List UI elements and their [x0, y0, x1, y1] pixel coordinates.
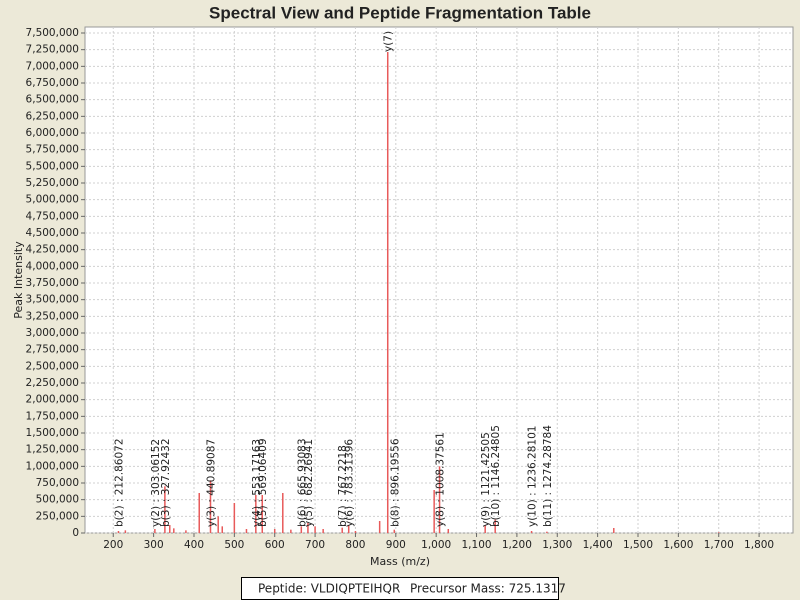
x-tick-label: 600: [265, 539, 285, 551]
x-tick-label: 1,000: [421, 539, 451, 551]
y-tick-label: 750,000: [36, 477, 79, 489]
axes: 0 250,000 500,000 750,000 1,000,000 1,250,000…: [26, 27, 775, 551]
x-tick-label: 1,300: [542, 539, 572, 551]
peak-annotation: b(6) : 665.93083: [296, 438, 308, 527]
precursor-label: Precursor Mass: 725.1317: [410, 582, 566, 596]
peak-annotation: b(3) : 327.92432: [160, 438, 172, 527]
y-tick-label: 1,250,000: [26, 444, 79, 456]
y-tick-label: 3,000,000: [26, 327, 79, 339]
peak-annotation: b(11) : 1274.28784: [542, 425, 554, 527]
y-tick-label: 4,500,000: [26, 227, 79, 239]
y-tick-label: 500,000: [36, 494, 79, 506]
y-tick-label: 4,250,000: [26, 244, 79, 256]
x-tick-label: 500: [224, 539, 244, 551]
peak-annotation: y(10) : 1236.28101: [527, 426, 539, 527]
y-tick-label: 2,000,000: [26, 394, 79, 406]
peaks: [117, 52, 720, 533]
x-tick-label: 1,600: [663, 539, 693, 551]
peak-annotation: b(8) : 896.19556: [389, 438, 401, 527]
y-tick-label: 3,500,000: [26, 294, 79, 306]
peak-annotation: y(8) : 1008.37561: [435, 432, 447, 527]
y-tick-label: 4,750,000: [26, 210, 79, 222]
y-tick-label: 7,500,000: [26, 27, 79, 39]
y-tick-label: 2,750,000: [26, 344, 79, 356]
y-tick-label: 6,000,000: [26, 127, 79, 139]
grid: [85, 27, 793, 534]
peak-annotation: y(2) : 303.06152: [150, 439, 162, 527]
y-tick-label: 250,000: [36, 510, 79, 522]
y-tick-label: 6,500,000: [26, 94, 79, 106]
x-tick-label: 300: [144, 539, 164, 551]
y-tick-label: 5,500,000: [26, 160, 79, 172]
y-tick-label: 1,500,000: [26, 427, 79, 439]
peak-annotation: b(7) : 767.2218: [337, 445, 349, 527]
x-tick-label: 1,200: [502, 539, 532, 551]
x-tick-label: 900: [386, 539, 406, 551]
y-tick-label: 7,250,000: [26, 44, 79, 56]
x-tick-label: 400: [184, 539, 204, 551]
y-tick-label: 4,000,000: [26, 260, 79, 272]
peak-annotation: y(4) : 553.17163: [251, 439, 263, 527]
y-tick-label: 3,250,000: [26, 310, 79, 322]
peak-annotation: y(9) : 1121.42505: [480, 432, 492, 527]
x-tick-label: 1,500: [623, 539, 653, 551]
x-tick-label: 200: [103, 539, 123, 551]
y-tick-label: 5,250,000: [26, 177, 79, 189]
x-tick-label: 700: [305, 539, 325, 551]
x-tick-label: 1,100: [462, 539, 492, 551]
peak-annotation: y(5) : 682.26941: [303, 439, 315, 527]
y-tick-label: 5,750,000: [26, 144, 79, 156]
x-tick-label: 1,800: [744, 539, 774, 551]
plot-area: [84, 26, 794, 534]
y-tick-label: 1,000,000: [26, 460, 79, 472]
y-tick-label: 7,000,000: [26, 60, 79, 72]
chart-title: Spectral View and Peptide Fragmentation …: [209, 3, 591, 22]
y-tick-label: 1,750,000: [26, 410, 79, 422]
y-tick-label: 2,250,000: [26, 377, 79, 389]
peptide-label: Peptide: VLDIQPTEIHQR: [258, 582, 400, 596]
y-tick-label: 3,750,000: [26, 277, 79, 289]
y-tick-label: 6,250,000: [26, 110, 79, 122]
peak-annotation: b(5) : 569.06409: [257, 438, 269, 527]
y-tick-label: 0: [72, 527, 79, 539]
y-tick-label: 6,750,000: [26, 77, 79, 89]
peak-annotation: y(7) :: [383, 24, 395, 52]
y-tick-label: 2,500,000: [26, 360, 79, 372]
peak-annotation: y(3) : 440.89087: [205, 439, 217, 527]
y-tick-label: 5,000,000: [26, 194, 79, 206]
x-tick-label: 1,400: [583, 539, 613, 551]
x-tick-label: 800: [345, 539, 365, 551]
peak-annotation: b(10) : 1146.24805: [490, 425, 502, 527]
peak-annotation: y(6) : 783.31396: [344, 439, 356, 527]
x-tick-label: 1,700: [704, 539, 734, 551]
y-axis-title: Peak Intensity: [12, 241, 25, 319]
peak-annotation: b(2) : 212.86072: [113, 438, 125, 527]
x-axis-title: Mass (m/z): [370, 555, 430, 568]
